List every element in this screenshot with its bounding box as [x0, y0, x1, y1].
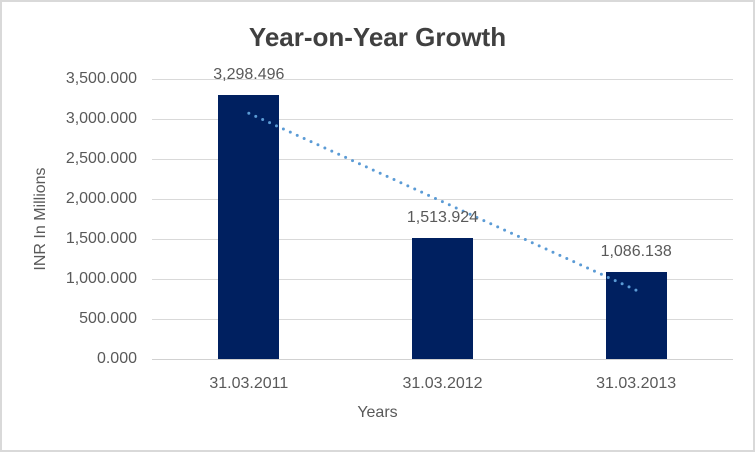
x-axis-line	[152, 359, 733, 360]
y-tick-label: 0.000	[96, 350, 137, 367]
y-tick-label: 1,000.000	[65, 270, 137, 287]
data-label: 3,298.496	[213, 66, 285, 84]
bar	[412, 237, 473, 359]
chart-title: Year-on-Year Growth	[248, 22, 507, 52]
data-label: 1,513.924	[406, 208, 479, 226]
x-axis-title: Years	[357, 404, 398, 421]
y-tick-label: 1,500.000	[65, 230, 137, 247]
x-tick-label: 31.03.2011	[209, 375, 289, 392]
y-tick-label: 3,000.000	[65, 110, 137, 127]
gridline	[152, 79, 733, 80]
x-tick-label: 31.03.2012	[402, 375, 483, 392]
y-axis-title: INR In Millions	[32, 167, 49, 271]
y-tick-label: 2,000.000	[65, 190, 137, 207]
y-tick-label: 500.000	[79, 310, 137, 327]
y-tick-label: 2,500.000	[65, 150, 137, 167]
y-tick-label: 3,500.000	[65, 70, 137, 87]
gridline	[152, 159, 733, 160]
bar	[218, 95, 280, 359]
gridline	[152, 199, 733, 200]
data-label: 1,086.138	[600, 243, 672, 261]
x-tick-label: 31.03.2013	[596, 375, 677, 392]
gridline	[152, 119, 733, 120]
bar	[605, 272, 667, 359]
